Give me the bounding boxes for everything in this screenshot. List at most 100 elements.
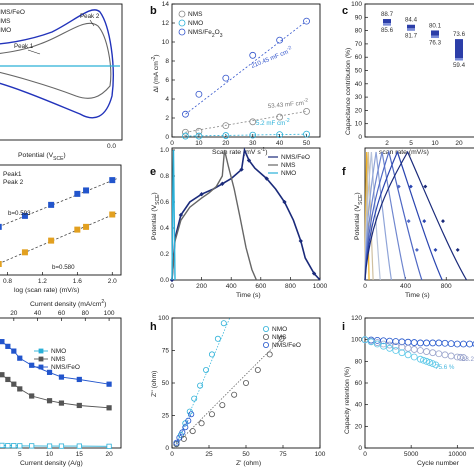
panel-f-xlabel: Time (s): [405, 292, 430, 299]
panel-b-annotation: 53.43 mF cm-2: [267, 97, 308, 110]
panel-i-xtick: 5000: [404, 451, 419, 458]
panel-e-ytick: 0.6: [160, 199, 169, 206]
panel-d-point: [48, 237, 55, 244]
panel-e-xtick: 600: [255, 283, 266, 290]
panel-g-x2label-part: 2: [101, 299, 104, 305]
panel-g-x2tick: 60: [58, 310, 66, 317]
panel-b-ytick: 4: [165, 96, 169, 103]
panel-b-xlabel-part: ): [265, 149, 267, 156]
panel-i-point: [447, 340, 455, 348]
panel-c-ytick: 10: [355, 121, 363, 128]
panel-i-point: [441, 339, 449, 347]
panel-g-xlabel: Current density (A/g): [20, 460, 83, 467]
panel-g-point: [106, 443, 112, 449]
panel-h-ytick: 0: [165, 445, 169, 452]
panel-g-x2label: Current density (mA/cm2): [30, 299, 106, 308]
panel-g-x2tick: 20: [10, 310, 18, 317]
panel-g-point: [58, 443, 65, 449]
panel-g-point: [29, 362, 35, 368]
panel-h-legend-marker: [262, 341, 269, 348]
panel-i-ytick: 20: [355, 423, 363, 430]
panel-f-curve: [364, 151, 407, 281]
panel-c-value-label: 76.3: [429, 40, 442, 47]
panel-a-legend-label: NMO: [0, 27, 11, 34]
panel-g-point: [46, 398, 53, 404]
panel-g-point: [29, 393, 35, 399]
panel-h-ylabel: Z'' (ohm): [151, 371, 158, 397]
panel-i-point: [404, 344, 412, 352]
panel-b-annotation-part: -2: [303, 97, 308, 103]
panel-h-point: [179, 429, 186, 436]
panel-a-annotation: Peak 2: [80, 13, 100, 20]
panel-h-legend-label: NMO: [272, 326, 287, 333]
panel-a-xlabel: Potential (VSCE): [18, 152, 66, 162]
panel-b-point: [195, 90, 203, 98]
panel-b-legend-marker: [178, 19, 186, 27]
panel-h-legend-marker: [262, 325, 269, 332]
panel-i-point: [373, 340, 381, 348]
panel-h-point: [191, 395, 198, 402]
panel-c-ytick: 20: [355, 107, 363, 114]
panel-g-frame: [0, 317, 122, 449]
panel-b-ytick: 6: [165, 77, 169, 84]
panel-d-legend-label: Peak1: [3, 171, 22, 178]
panel-g-legend-marker: [38, 356, 44, 362]
panel-c-ytick: 70: [355, 41, 363, 48]
panel-f-curve: [364, 151, 392, 281]
panel-i-ylabel: Capacity retention (%): [344, 367, 351, 434]
panel-h-letter: h: [150, 321, 157, 333]
panel-g-point: [0, 339, 5, 345]
panel-d-fit-line: [0, 212, 117, 264]
panel-h-point: [185, 417, 192, 424]
panel-a-xtick: 0.0: [107, 143, 116, 150]
panel-d-fit-line: [0, 178, 117, 227]
panel-e-point: [246, 158, 252, 163]
panel-i-point: [420, 356, 427, 364]
panel-a-xlabel-part: ): [63, 152, 65, 159]
panel-g-point: [5, 343, 11, 349]
panel-h-point: [219, 402, 226, 409]
panel-e-xlabel: Time (s): [236, 292, 261, 299]
panel-f-point: [406, 219, 411, 224]
panel-d-point: [109, 177, 116, 184]
panel-i-point: [426, 359, 434, 366]
panel-b-annotation-part: 210.45 mF cm: [250, 49, 289, 70]
panel-e-frame: [171, 147, 321, 281]
panel-i-ytick: 100: [351, 337, 362, 344]
panel-c-ytick: 90: [355, 14, 363, 21]
panel-h-series-line: [176, 338, 282, 445]
panel-c-xtick: 10: [431, 140, 439, 147]
panel-f-ylabel-part: SCE: [358, 194, 364, 205]
panel-b-letter: b: [150, 5, 157, 17]
panel-d-point: [0, 223, 2, 230]
panel-c-bar-cap: [431, 35, 439, 39]
panel-c-value-label: 59.4: [453, 62, 466, 69]
panel-i-point: [432, 361, 440, 369]
panel-i-annotation: 83.2 %: [462, 356, 474, 363]
panel-g-series-line: [0, 372, 110, 409]
panel-b-xtick: 0: [170, 140, 174, 147]
panel-h-point: [198, 420, 205, 427]
panel-i-point: [410, 346, 418, 353]
panel-e-ylabel-part: Potential (V: [151, 204, 158, 240]
panel-a-nmsfeo-curve: [0, 9, 114, 119]
panel-a-xlabel-part: Potential (V: [18, 152, 54, 159]
panel-g-point: [17, 443, 23, 449]
panel-d-xtick: 2.0: [108, 278, 117, 285]
panel-f-curve: [364, 149, 423, 281]
panel-e-point: [282, 199, 287, 205]
panel-g-xtick: 15: [76, 451, 84, 458]
panel-f-point: [422, 219, 427, 224]
panel-f-xtick: 800: [441, 283, 452, 290]
panel-c-letter: c: [342, 5, 348, 17]
panel-c-ylabel: Capacitance contribution (%): [345, 48, 352, 135]
panel-c-xlabel: scan rate (mV/s): [379, 149, 429, 156]
panel-c-value-label: 81.7: [405, 32, 418, 39]
panel-b-ylabel-part: ): [153, 54, 160, 56]
panel-i-point: [404, 351, 412, 359]
panel-g-point: [17, 355, 23, 361]
panel-g-point: [58, 374, 65, 380]
panel-b-point: [303, 130, 310, 138]
panel-b-xtick: 10: [195, 140, 203, 147]
panel-b-point: [222, 122, 230, 129]
